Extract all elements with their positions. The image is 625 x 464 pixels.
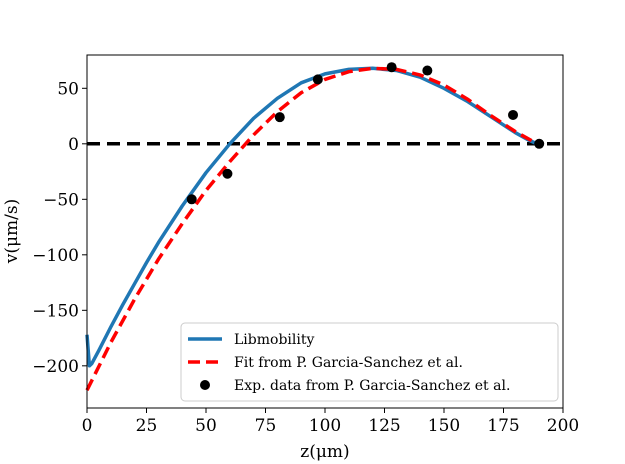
y-axis-label: v(μm/s) (2, 199, 22, 265)
x-tick-label: 100 (309, 416, 341, 436)
exp-data-point (534, 138, 545, 149)
legend-label-libmobility: Libmobility (234, 332, 314, 348)
legend-box (180, 322, 559, 402)
exp-data-point (386, 62, 397, 73)
x-tick-label: 0 (82, 416, 93, 436)
x-axis-label: z(μm) (300, 442, 349, 462)
exp-data-point (422, 65, 433, 76)
legend: Libmobility Fit from P. Garcia-Sanchez e… (180, 322, 559, 402)
x-tick-label: 200 (547, 416, 579, 436)
series-line-libmobility (85, 66, 540, 368)
y-tick-label: 50 (57, 79, 79, 99)
x-tick-label: 75 (255, 416, 277, 436)
legend-swatch-exp-data (200, 380, 210, 390)
x-tick-label: 125 (368, 416, 400, 436)
series-line-fit (85, 66, 541, 391)
y-tick-label: −150 (32, 301, 79, 321)
x-tick-label: 25 (136, 416, 158, 436)
y-tick-label: −200 (32, 357, 79, 377)
y-tick-label: 0 (68, 135, 79, 155)
y-tick-label: −100 (32, 246, 79, 266)
x-tick-label: 50 (195, 416, 217, 436)
ticks-layer: 0 25 50 75 100 125 150 175 200 50 0 −50 −100 −150 −200 (32, 79, 579, 436)
legend-label-exp-data: Exp. data from P. Garcia-Sanchez et al. (234, 378, 510, 394)
legend-label-fit: Fit from P. Garcia-Sanchez et al. (234, 355, 463, 371)
plot-layer (85, 62, 563, 391)
x-tick-label: 175 (487, 416, 519, 436)
exp-data-point (274, 112, 285, 123)
y-tick-label: −50 (43, 190, 79, 210)
exp-data-point (186, 194, 197, 205)
x-tick-label: 150 (428, 416, 460, 436)
exp-data-point (312, 74, 323, 85)
exp-data-point (222, 168, 233, 179)
exp-data-point (508, 109, 519, 120)
